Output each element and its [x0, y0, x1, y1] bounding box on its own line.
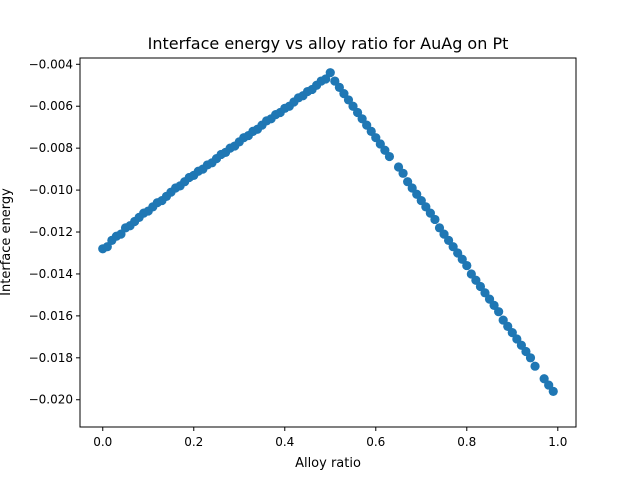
data-point: [325, 68, 335, 78]
x-tick-label: 0.2: [184, 435, 203, 449]
x-tick-label: 0.8: [457, 435, 476, 449]
y-tick-label: −0.004: [29, 57, 73, 71]
data-point: [530, 361, 540, 371]
data-point: [384, 151, 395, 162]
data-point: [548, 386, 558, 396]
chart-title: Interface energy vs alloy ratio for AuAg…: [148, 34, 509, 53]
data-point: [525, 353, 536, 363]
x-tick-label: 0.4: [275, 435, 294, 449]
data-point: [494, 307, 504, 317]
y-tick-label: −0.008: [29, 141, 73, 155]
y-tick-label: −0.016: [29, 309, 73, 323]
y-tick-label: −0.014: [29, 267, 73, 281]
x-tick-label: 1.0: [548, 435, 567, 449]
data-point: [462, 260, 472, 271]
y-axis-ticks: −0.020 −0.018 −0.016 −0.014 −0.012 −0.010 −0.0…: [29, 57, 80, 407]
data-point: [430, 214, 440, 225]
y-tick-label: −0.010: [29, 183, 73, 197]
data-point: [398, 168, 408, 178]
data-points: [98, 68, 558, 396]
y-tick-label: −0.006: [29, 99, 73, 113]
x-axis-label: Alloy ratio: [295, 456, 361, 471]
x-tick-label: 0.6: [366, 435, 385, 449]
y-axis-label: Interface energy: [0, 188, 14, 296]
y-tick-label: −0.020: [29, 393, 73, 407]
plot-frame: [79, 57, 577, 428]
x-axis-ticks: 0.0 0.2 0.4 0.6 0.8 1.0: [93, 427, 567, 449]
x-tick-label: 0.0: [93, 435, 112, 449]
y-tick-label: −0.012: [29, 225, 73, 239]
y-tick-label: −0.018: [29, 351, 73, 365]
